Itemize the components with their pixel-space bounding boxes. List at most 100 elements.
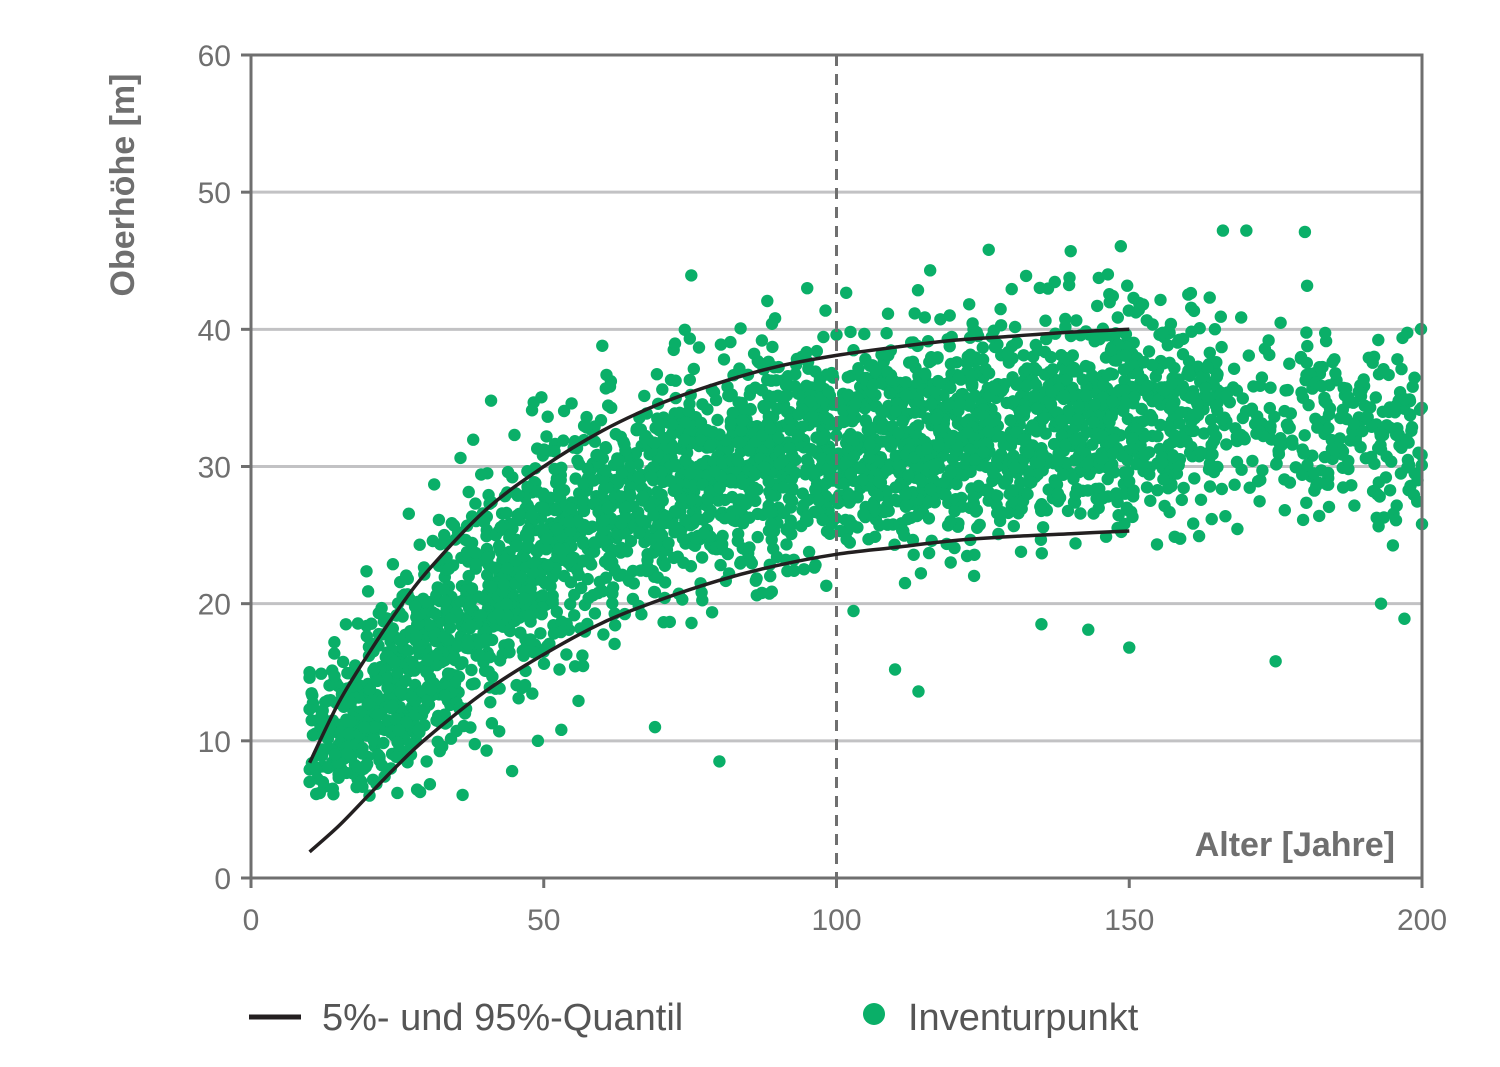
data-point [619,443,632,457]
data-point [653,529,666,543]
data-point [505,764,519,778]
data-point [751,530,764,544]
legend: 5%- und 95%-Quantil Inventurpunkt [249,997,1139,1039]
data-point [889,449,902,462]
data-point [1322,466,1335,480]
data-point [510,678,523,692]
data-point [1299,374,1312,387]
data-point [391,786,404,800]
data-point [792,408,805,421]
data-point [801,281,814,295]
data-point [780,538,793,551]
data-point [377,736,390,750]
data-point [1059,312,1072,326]
y-tick-label: 10 [198,726,231,759]
y-tick-label: 0 [214,863,231,896]
data-point [1382,368,1395,382]
data-point [1076,373,1090,386]
data-point [600,368,613,382]
data-point [663,615,676,629]
data-point [1035,618,1048,631]
data-point [1401,326,1414,339]
data-point [666,441,679,455]
data-point [351,617,365,630]
data-point [896,415,909,428]
data-point [717,353,731,366]
data-point [944,466,957,479]
data-point [1052,447,1065,460]
data-point [679,514,692,527]
data-point [536,501,550,515]
data-point [1022,446,1035,459]
data-point [685,493,698,506]
data-point [739,497,753,511]
data-point [1062,404,1075,417]
data-point [511,489,524,502]
data-point [1389,514,1403,527]
data-point [882,349,895,362]
data-point [939,488,952,501]
data-point [1374,426,1387,439]
data-point [412,723,425,737]
data-point [816,452,829,465]
data-point [838,458,852,471]
data-point [976,353,990,366]
data-point [658,559,672,572]
data-point [367,733,380,746]
data-point [423,778,437,791]
data-point [1342,391,1355,404]
data-point [918,367,932,380]
data-point [797,499,810,512]
data-point [1254,473,1267,487]
data-point [922,512,936,525]
data-point [804,395,817,408]
data-point [576,649,589,662]
data-point [328,748,342,761]
data-point [1040,332,1053,346]
data-point [687,362,700,376]
data-point [861,423,874,437]
data-point [602,399,615,412]
data-point [953,396,966,410]
data-point [683,373,696,387]
data-point [591,448,604,462]
data-point [813,379,826,392]
data-point [565,553,578,566]
data-point [597,514,611,527]
data-point [679,433,692,446]
data-point [447,519,461,532]
data-point [920,442,933,455]
data-point [640,564,653,578]
data-point [943,398,956,411]
data-point [1008,320,1022,334]
data-point [734,557,747,570]
data-point [966,317,979,330]
data-point [736,414,749,427]
data-point [731,534,744,548]
data-point [724,473,737,487]
data-point [599,464,612,477]
data-point [1278,504,1292,517]
x-tick-label: 150 [1104,904,1154,937]
data-point [1068,454,1082,467]
data-point [1105,410,1118,423]
data-point [668,337,682,350]
data-point [1156,326,1169,339]
data-point [428,478,441,491]
data-point [303,671,316,684]
data-point [1219,510,1232,523]
data-point [1372,333,1385,347]
data-point [1103,288,1116,301]
data-point [1194,493,1208,506]
data-point [576,494,590,507]
data-point [562,515,576,529]
data-point [622,574,636,587]
data-point [734,322,747,335]
data-point [648,586,662,599]
data-point [393,633,407,647]
data-point [655,488,668,501]
data-point [408,708,422,721]
data-point [1039,314,1052,327]
data-point [1406,380,1419,393]
